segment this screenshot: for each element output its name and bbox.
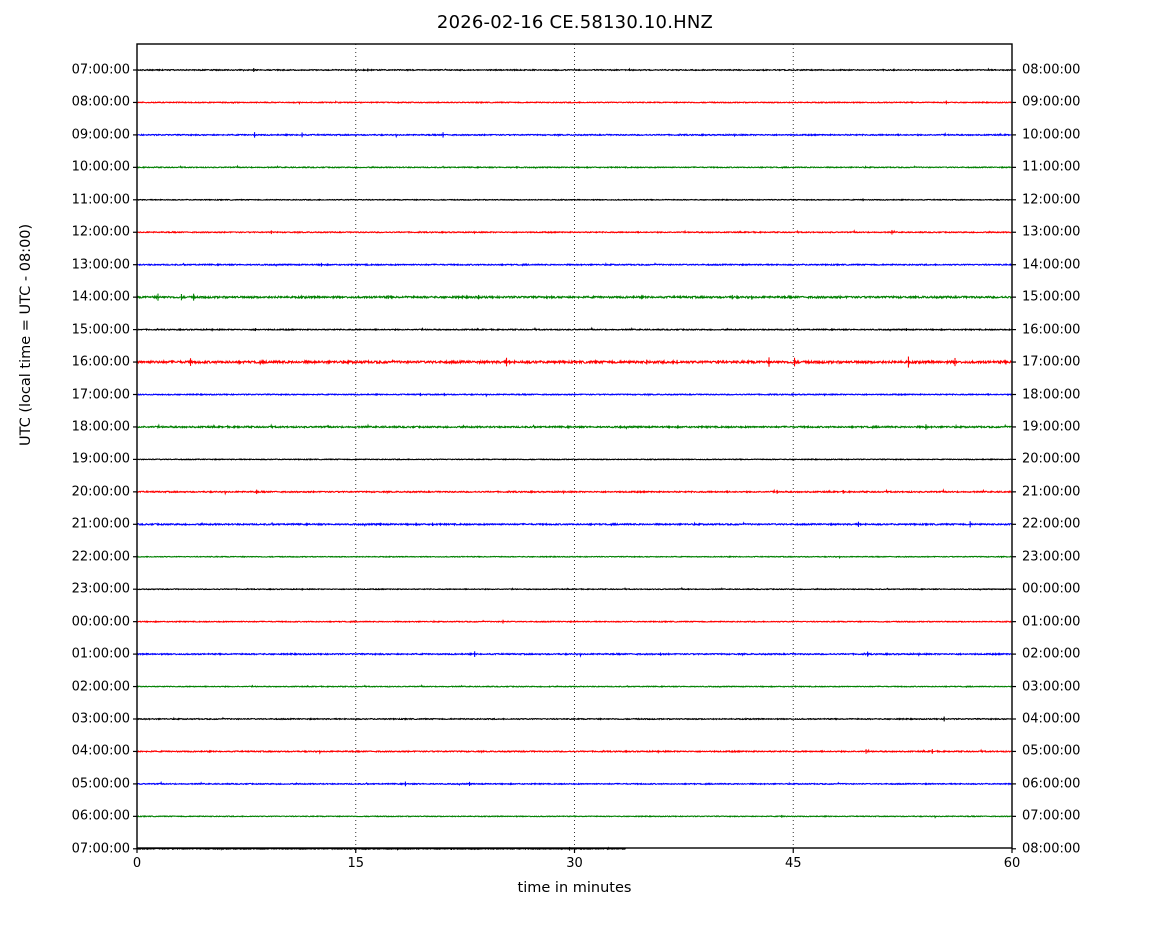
y-tick-label-left: 21:00:00	[71, 516, 130, 532]
x-tick-label: 30	[566, 856, 583, 871]
y-tick-label-right: 18:00:00	[1022, 387, 1081, 402]
y-tick-label-right: 01:00:00	[1022, 614, 1081, 630]
y-tick-label-left: 15:00:00	[71, 322, 130, 338]
y-tick-label-left: 16:00:00	[71, 354, 130, 370]
y-tick-label-right: 22:00:00	[1022, 516, 1081, 532]
y-tick-label-left: 17:00:00	[71, 387, 130, 402]
trace-line	[137, 198, 1013, 202]
trace-line	[136, 521, 1013, 528]
y-tick-label-left: 01:00:00	[71, 646, 130, 662]
trace-line	[136, 555, 1013, 560]
y-tick-label-left: 08:00:00	[71, 94, 130, 110]
y-tick-label-left: 19:00:00	[71, 451, 130, 467]
x-tick-label: 45	[784, 856, 802, 871]
y-tick-label-right: 19:00:00	[1022, 419, 1081, 435]
trace-line	[136, 100, 1013, 105]
trace-line	[136, 814, 1013, 819]
trace-line	[136, 684, 1013, 689]
page-title: 2026-02-16 CE.58130.10.HNZ	[436, 12, 714, 33]
y-tick-label-right: 16:00:00	[1022, 322, 1081, 338]
y-tick-label-left: 22:00:00	[71, 549, 130, 565]
y-tick-label-left: 12:00:00	[71, 224, 130, 240]
trace-line	[136, 586, 1013, 591]
y-tick-label-left: 23:00:00	[71, 581, 130, 597]
trace-line	[136, 229, 1013, 235]
y-tick-label-left: 09:00:00	[71, 127, 130, 143]
y-tick-label-right: 23:00:00	[1022, 549, 1081, 565]
y-tick-label-right: 09:00:00	[1022, 94, 1081, 110]
y-tick-label-left: 07:00:00	[71, 62, 130, 78]
y-tick-label-left: 20:00:00	[71, 484, 130, 500]
y-tick-label-right: 05:00:00	[1022, 743, 1081, 759]
trace-line	[136, 619, 1013, 624]
y-tick-label-right: 08:00:00	[1022, 841, 1081, 857]
y-tick-label-right: 00:00:00	[1022, 581, 1081, 597]
y-tick-label-right: 10:00:00	[1022, 127, 1081, 143]
y-tick-label-left: 07:00:00	[71, 841, 130, 857]
y-tick-label-right: 21:00:00	[1022, 484, 1081, 500]
y-tick-label-left: 03:00:00	[71, 711, 130, 727]
trace-line	[136, 392, 1013, 398]
x-tick-label: 60	[1003, 856, 1021, 871]
y-tick-label-left: 13:00:00	[71, 257, 130, 273]
y-tick-label-right: 15:00:00	[1022, 289, 1081, 305]
y-tick-label-right: 20:00:00	[1022, 451, 1081, 467]
y-tick-label-left: 04:00:00	[71, 743, 130, 759]
trace-line	[136, 780, 1013, 787]
trace-line	[136, 164, 1013, 170]
y-tick-label-right: 03:00:00	[1022, 679, 1081, 695]
trace-line	[136, 457, 1013, 461]
y-tick-label-left: 00:00:00	[71, 614, 130, 630]
trace-line	[136, 358, 1013, 366]
y-tick-label-right: 17:00:00	[1022, 354, 1081, 370]
y-tick-label-right: 04:00:00	[1022, 711, 1081, 727]
y-tick-label-right: 11:00:00	[1022, 159, 1081, 175]
trace-line	[136, 423, 1013, 430]
y-tick-label-left: 14:00:00	[71, 289, 130, 305]
trace-line	[136, 132, 1013, 139]
trace-line	[136, 326, 1013, 332]
trace-line	[136, 716, 1013, 721]
y-tick-label-right: 02:00:00	[1022, 646, 1081, 662]
trace-line	[136, 262, 1013, 268]
y-tick-label-right: 13:00:00	[1022, 224, 1081, 240]
y-tick-label-left: 06:00:00	[71, 808, 130, 824]
x-axis-label: time in minutes	[517, 880, 632, 896]
y-tick-label-left: 02:00:00	[71, 679, 130, 695]
x-tick-label: 0	[132, 856, 142, 871]
trace-line	[136, 488, 1013, 496]
x-tick-label: 15	[347, 856, 365, 871]
y-tick-label-right: 12:00:00	[1022, 192, 1081, 208]
y-tick-label-left: 10:00:00	[71, 159, 130, 175]
y-tick-label-right: 14:00:00	[1022, 257, 1081, 273]
y-tick-label-right: 06:00:00	[1022, 776, 1081, 792]
y-tick-label-left: 18:00:00	[71, 419, 130, 435]
y-tick-label-left: 11:00:00	[71, 192, 130, 208]
y-tick-label-right: 08:00:00	[1022, 62, 1081, 78]
trace-line	[136, 652, 1013, 658]
trace-line	[136, 294, 1013, 300]
y-tick-label-left: 05:00:00	[71, 776, 130, 792]
trace-line	[136, 67, 1013, 73]
y-tick-label-right: 07:00:00	[1022, 808, 1081, 824]
